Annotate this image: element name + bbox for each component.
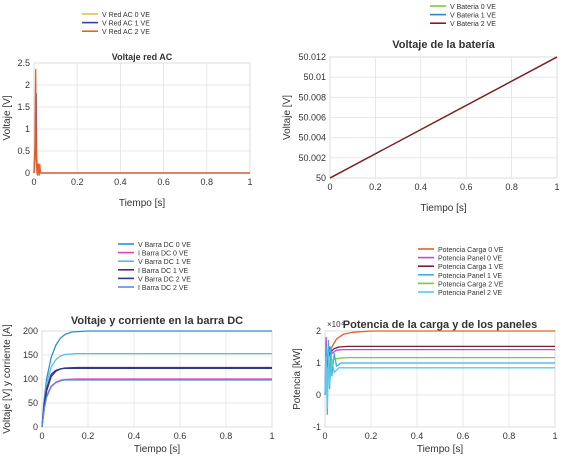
y-tick-label: 150: [23, 350, 38, 360]
legend-entry-1: V Bateria 1 VE: [450, 13, 496, 20]
x-tick-label: 1: [552, 431, 557, 441]
x-tick-label: 0.8: [220, 431, 233, 441]
legend-entry-4: Potencia Carga 2 VE: [438, 281, 504, 288]
legend: V Bateria 0 VE V Bateria 1 VEV Bateria 2 …: [430, 4, 496, 28]
y-tick-label: 2: [316, 326, 321, 336]
chart-panel-0: 0 0.2 0.4 0.6 0.8 1 0 0.5 1 1.5 2 2.5 Voltaje red AC…: [2, 12, 253, 209]
y-axis-label: Potencia [kW]: [292, 348, 303, 410]
series-line-5: [324, 352, 555, 409]
y-tick-label: 1: [316, 358, 321, 368]
legend-entry-3: I Barra DC 1 VE: [138, 268, 189, 275]
legend-entry-4: V Barra DC 2 VE: [138, 276, 191, 283]
y-tick-label: 0.5: [17, 146, 30, 156]
y-tick-label: 1.5: [17, 102, 30, 112]
chart-title: Potencia de la carga y de los paneles: [343, 319, 537, 331]
legend-entry-2: V Red AC 2 VE: [102, 29, 150, 36]
chart-title: Voltaje red AC: [112, 52, 173, 62]
chart-title: Voltaje de la batería: [392, 39, 495, 51]
x-tick-label: 0.6: [460, 182, 473, 192]
x-tick-label: 0.4: [114, 177, 127, 187]
chart-panel-2: 0 0.2 0.4 0.6 0.8 1 0 50 100 150 200 Voltaje y corr…: [2, 242, 275, 455]
plot-area: [33, 62, 251, 174]
series-line-2: [329, 56, 558, 179]
legend: V Red AC 0 VE V Red AC 1 VEV Red AC 2 VE: [82, 12, 150, 36]
legend-entry-0: Potencia Carga 0 VE: [438, 247, 504, 254]
x-tick-label: 0.8: [505, 182, 518, 192]
x-tick-label: 0: [322, 431, 327, 441]
chart-panel-1: 0 0.2 0.4 0.6 0.8 1 50 50.002 50.004 50.006 50.008…: [282, 4, 560, 214]
y-axis-label: Voltaje [V] y corriente [A]: [2, 324, 13, 434]
plot-area: [324, 330, 556, 428]
x-axis-label: Tiempo [s]: [420, 203, 467, 214]
legend-entry-5: Potencia Panel 2 VE: [438, 290, 503, 297]
x-tick-label: 0.2: [369, 182, 382, 192]
y-axis-label: Voltaje [V]: [2, 95, 13, 140]
x-tick-label: 1: [269, 431, 274, 441]
x-tick-label: 0.8: [503, 431, 516, 441]
y-tick-label: 0: [33, 422, 38, 432]
x-tick-label: 0.4: [128, 431, 141, 441]
legend-entry-2: Potencia Carga 1 VE: [438, 264, 504, 271]
x-tick-label: 0.6: [157, 177, 170, 187]
x-axis-label: Tiempo [s]: [417, 444, 464, 455]
y-tick-label: 50.002: [298, 153, 326, 163]
x-axis-label: Tiempo [s]: [119, 198, 166, 209]
chart-title: Voltaje y corriente en la barra DC: [71, 315, 243, 327]
y-tick-label: 50.008: [298, 92, 326, 102]
series-line-2: [324, 345, 555, 396]
y-tick-label: 0: [316, 390, 321, 400]
legend-entry-2: V Barra DC 1 VE: [138, 259, 191, 266]
legend-entry-0: V Bateria 0 VE: [450, 4, 496, 11]
y-tick-label: 0: [25, 168, 30, 178]
y-tick-label: -1: [313, 422, 321, 432]
series-line-4: [41, 367, 272, 428]
y-axis-label: Voltaje [V]: [282, 95, 293, 140]
y-tick-label: 50: [316, 173, 326, 183]
x-tick-label: 0.2: [82, 431, 95, 441]
legend-entry-0: V Red AC 0 VE: [102, 12, 150, 19]
y-tick-label: 100: [23, 374, 38, 384]
legend-entry-1: Potencia Panel 0 VE: [438, 256, 503, 263]
x-tick-label: 0.8: [201, 177, 214, 187]
x-tick-label: 0.4: [411, 431, 424, 441]
x-tick-label: 0: [31, 177, 36, 187]
legend-entry-5: I Barra DC 2 VE: [138, 285, 189, 292]
y-tick-label: 50.006: [298, 113, 326, 123]
y-tick-label: 1: [25, 124, 30, 134]
x-tick-label: 0: [327, 182, 332, 192]
y-multiplier-label: ×10⁴: [327, 320, 345, 329]
y-tick-label: 200: [23, 326, 38, 336]
x-axis-label: Tiempo [s]: [134, 444, 181, 455]
series-line-2: [33, 68, 250, 176]
y-tick-label: 2: [25, 80, 30, 90]
legend-entry-1: V Red AC 1 VE: [102, 21, 150, 28]
x-tick-label: 0.2: [365, 431, 378, 441]
y-tick-label: 50.01: [303, 72, 326, 82]
x-tick-label: 0.6: [174, 431, 187, 441]
x-tick-label: 1: [554, 182, 559, 192]
y-tick-label: 50.004: [298, 133, 326, 143]
x-tick-label: 0.2: [71, 177, 84, 187]
legend-entry-3: Potencia Panel 1 VE: [438, 273, 503, 280]
series-line-5: [41, 379, 272, 428]
series-line-4: [324, 356, 555, 396]
x-tick-label: 0: [39, 431, 44, 441]
x-tick-label: 1: [247, 177, 252, 187]
legend: V Barra DC 0 VEI Barra DC 0 VEV Barra DC…: [118, 242, 191, 292]
y-tick-label: 50.012: [298, 52, 326, 62]
x-tick-label: 0.4: [415, 182, 428, 192]
y-tick-label: 50: [28, 398, 38, 408]
legend-entry-2: V Bateria 2 VE: [450, 21, 496, 28]
x-tick-label: 0.6: [457, 431, 470, 441]
y-tick-label: 2.5: [17, 58, 30, 68]
legend-entry-1: I Barra DC 0 VE: [138, 251, 189, 258]
legend-entry-0: V Barra DC 0 VE: [138, 242, 191, 249]
